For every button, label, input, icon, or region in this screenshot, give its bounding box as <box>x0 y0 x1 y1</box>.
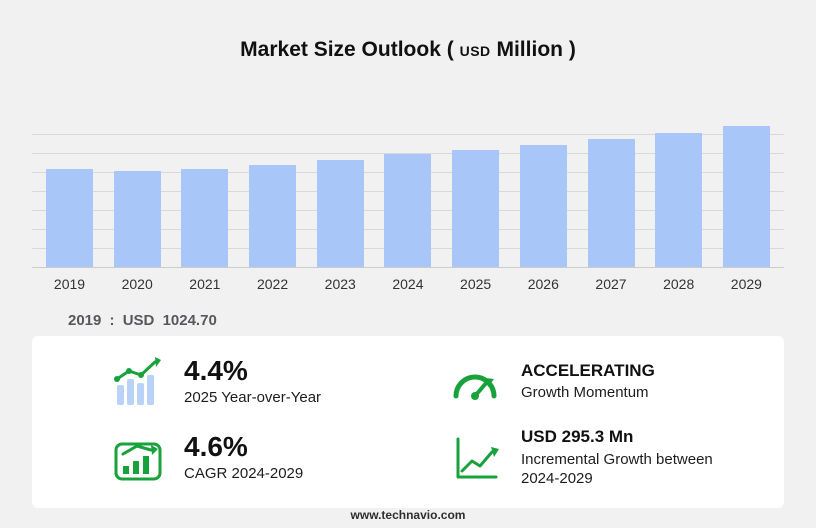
chart-x-labels: 2019 2020 2021 2022 2023 2024 2025 2026 2027 2028… <box>32 276 784 292</box>
x-label-2025: 2025 <box>460 276 492 292</box>
stat-momentum: ACCELERATING Growth Momentum <box>447 356 754 408</box>
bar-2029 <box>722 126 770 267</box>
x-label-2026: 2026 <box>527 276 559 292</box>
stat-cagr-label: CAGR 2024-2029 <box>184 465 304 483</box>
base-year-separator: : <box>109 312 115 329</box>
bar-2023 <box>316 160 364 267</box>
stat-cagr-value: 4.6% <box>184 430 248 462</box>
title-main: Market Size Outlook <box>240 38 441 61</box>
stat-incremental-label: Incremental Growth between 2024-2029 <box>521 450 713 487</box>
x-label-2019: 2019 <box>53 276 86 292</box>
x-label-2020: 2020 <box>121 276 153 292</box>
chart-plot <box>32 118 784 268</box>
footer-url: www.technavio.com <box>350 508 466 522</box>
bar-2019 <box>46 168 93 267</box>
x-label-2027: 2027 <box>595 276 627 292</box>
bar-2027 <box>587 139 635 267</box>
stat-momentum-label: Growth Momentum <box>521 384 649 402</box>
bar-2025 <box>452 149 500 267</box>
bar-2021 <box>181 168 229 267</box>
gauge-icon <box>447 356 503 408</box>
bar-2026 <box>519 144 567 267</box>
base-year-annotation: 2019 : USD 1024.70 <box>68 312 221 329</box>
title-unit-name: Million <box>496 38 563 61</box>
stat-momentum-value: ACCELERATING <box>521 360 655 380</box>
x-label-2022: 2022 <box>256 276 289 292</box>
bar-2022 <box>249 164 297 267</box>
stats-panel: 4.4% 2025 Year-over-Year ACCELERATING Gr… <box>32 336 784 508</box>
bar-2024 <box>384 154 432 267</box>
stat-cagr: 4.6% CAGR 2024-2029 <box>110 430 417 485</box>
cagr-chart-icon <box>110 432 166 484</box>
x-label-2028: 2028 <box>663 276 695 292</box>
stat-yoy: 4.4% 2025 Year-over-Year <box>110 354 417 409</box>
stat-incremental-value: USD 295.3 Mn <box>521 427 634 447</box>
title-unit-open: ( <box>446 38 454 61</box>
bar-2020 <box>113 170 161 267</box>
x-label-2021: 2021 <box>189 276 221 292</box>
title-unit-currency: USD <box>459 43 491 59</box>
x-label-2024: 2024 <box>392 276 424 292</box>
base-year-currency: USD <box>122 312 155 329</box>
stat-yoy-label: 2025 Year-over-Year <box>184 389 322 407</box>
x-label-2023: 2023 <box>324 276 356 292</box>
stat-momentum-text: ACCELERATING Growth Momentum <box>521 361 655 403</box>
line-growth-icon <box>447 432 503 484</box>
yoy-bars-arrow-icon <box>110 356 166 408</box>
x-label-2029: 2029 <box>730 276 762 292</box>
stat-yoy-text: 4.4% 2025 Year-over-Year <box>184 354 322 409</box>
stat-incremental-text: USD 295.3 Mn Incremental Growth between … <box>521 427 721 488</box>
base-year-year: 2019 <box>68 312 102 329</box>
title-unit-close: ) <box>568 38 576 61</box>
stat-yoy-value: 4.4% <box>184 354 248 386</box>
bar-2028 <box>655 133 703 267</box>
stat-incremental: USD 295.3 Mn Incremental Growth between … <box>447 427 754 488</box>
page-title: Market Size Outlook ( USD Million ) <box>0 38 816 62</box>
base-year-value: 1024.70 <box>162 312 217 329</box>
stat-cagr-text: 4.6% CAGR 2024-2029 <box>184 430 304 485</box>
market-size-chart: 2019 2020 2021 2022 2023 2024 2025 2026 2027 2028… <box>32 118 784 292</box>
